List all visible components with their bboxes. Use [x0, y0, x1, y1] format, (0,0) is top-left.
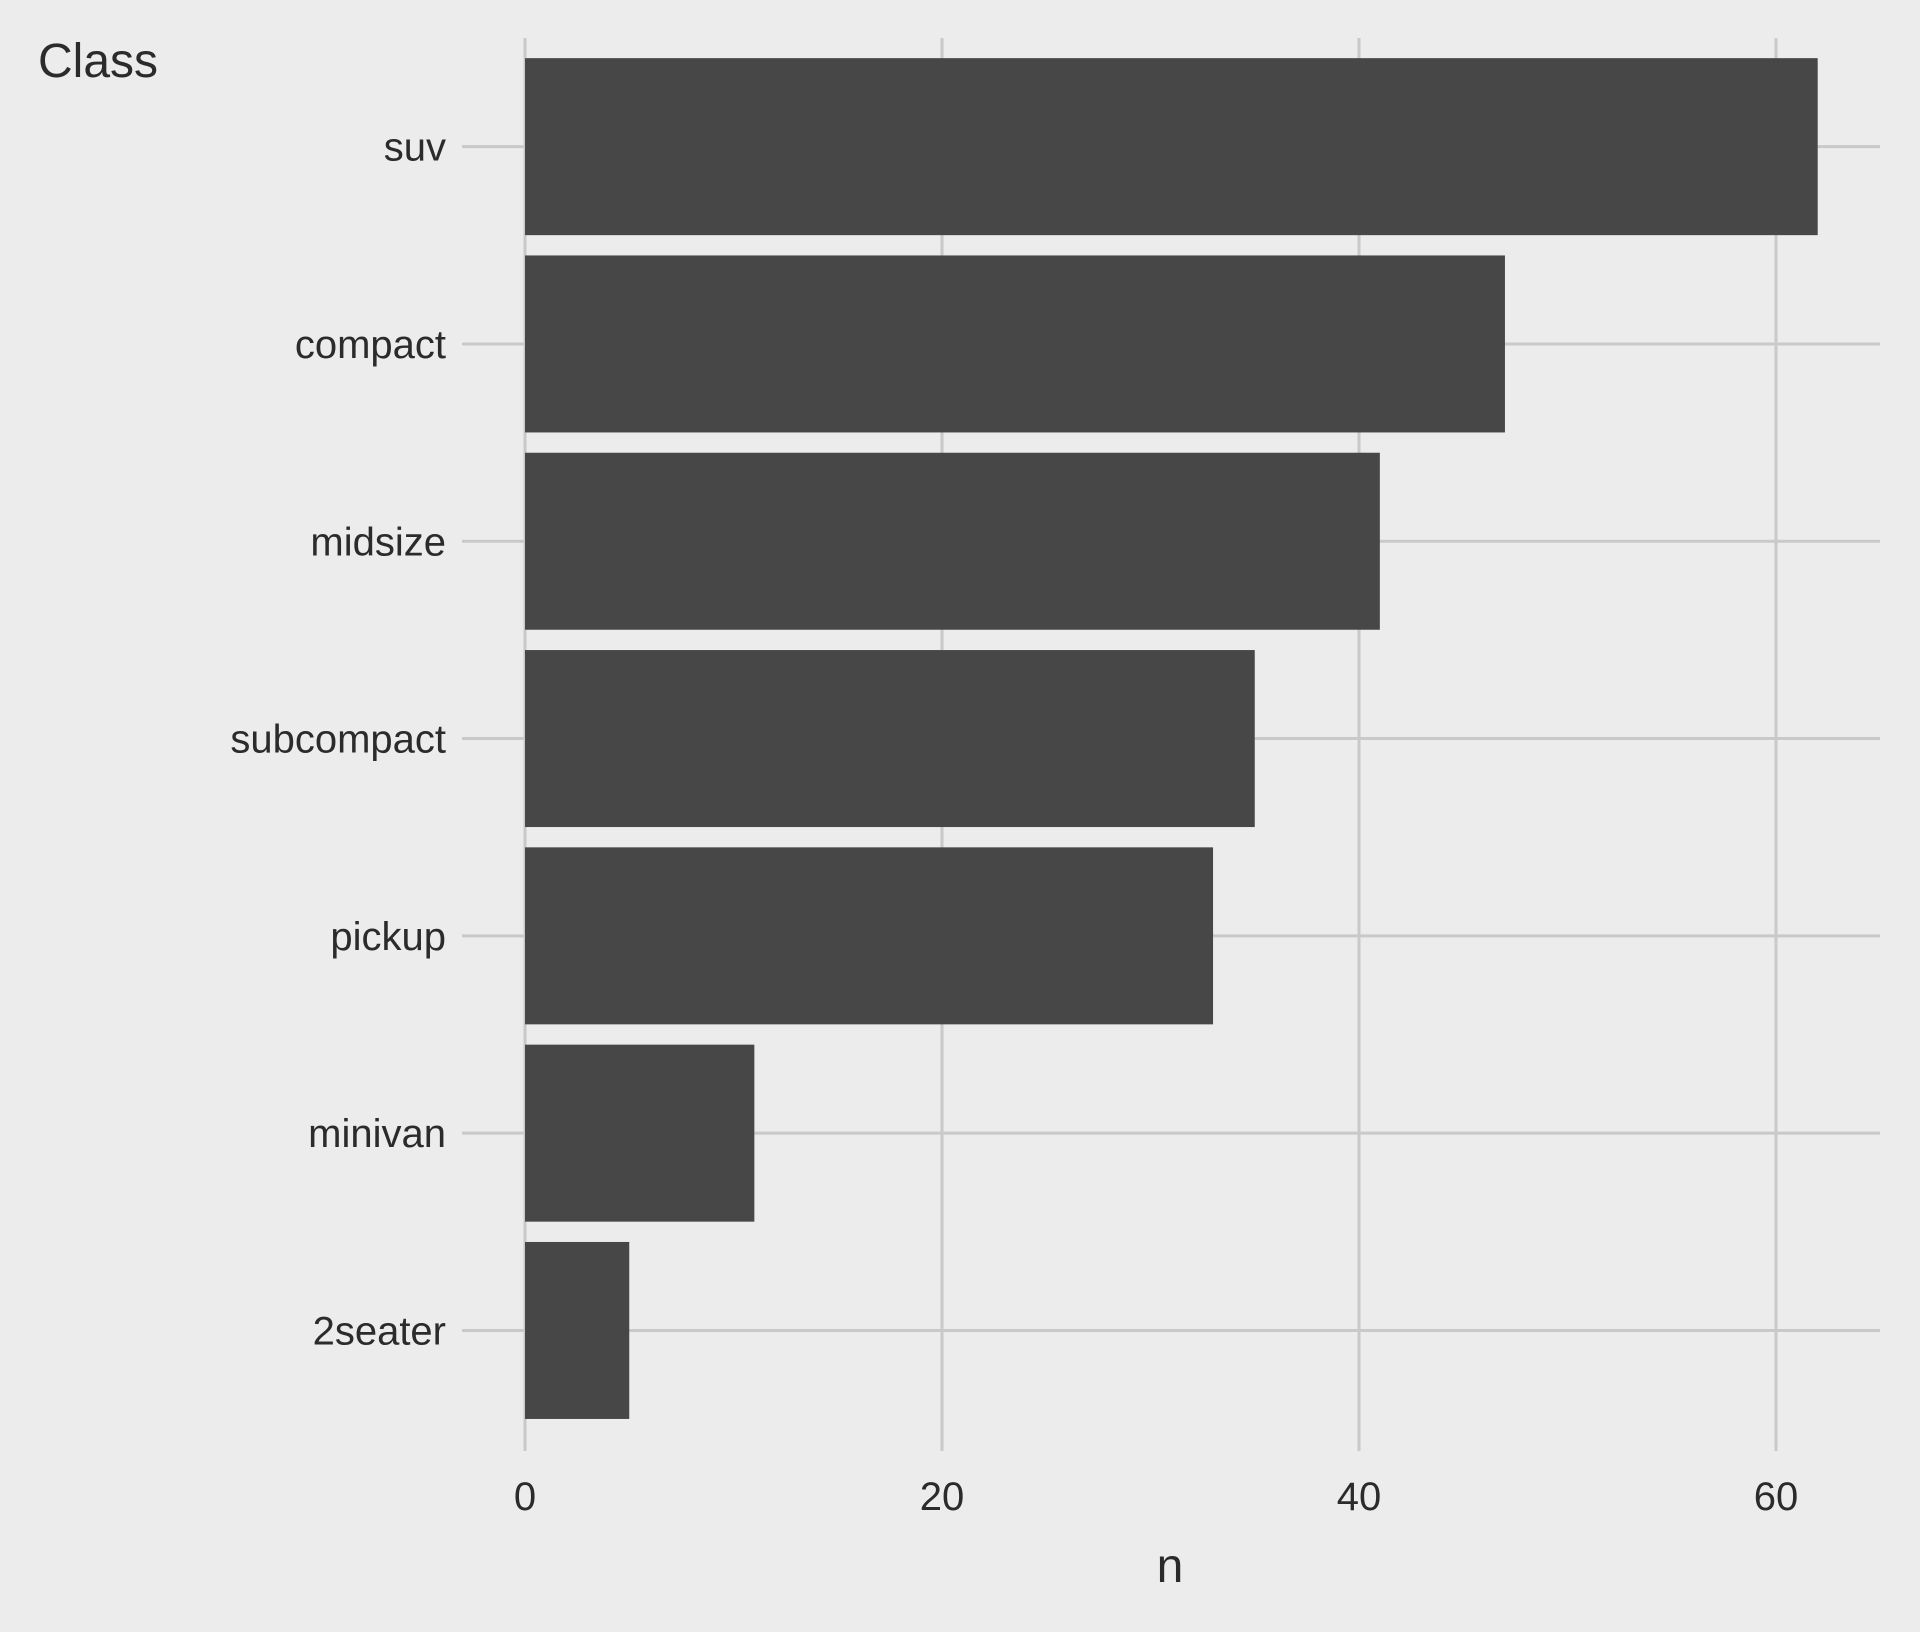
bars-layer [525, 58, 1818, 1419]
bar-subcompact [525, 650, 1255, 828]
y-tick-label: subcompact [230, 718, 446, 762]
labels-layer: 0 20 40 60 suv compact midsize subcompact pickup… [230, 126, 1798, 1519]
bar-compact [525, 255, 1505, 433]
x-axis-title: n [1157, 1540, 1184, 1593]
x-tick-label: 60 [1754, 1475, 1799, 1519]
y-axis-title: Class [38, 35, 158, 88]
bar-midsize [525, 452, 1380, 630]
y-tick-label: 2seater [313, 1309, 446, 1353]
y-tick-label: suv [384, 126, 446, 170]
y-tick-label: compact [295, 323, 446, 367]
y-tick-label: pickup [330, 915, 446, 959]
x-tick-label: 20 [920, 1475, 965, 1519]
bar-suv [525, 58, 1818, 236]
x-tick-label: 0 [514, 1475, 536, 1519]
bar-2seater [525, 1241, 630, 1419]
bar-pickup [525, 847, 1214, 1025]
x-tick-label: 40 [1337, 1475, 1382, 1519]
y-tick-label: midsize [310, 520, 446, 564]
bar-minivan [525, 1044, 755, 1222]
y-tick-label: minivan [308, 1112, 446, 1156]
